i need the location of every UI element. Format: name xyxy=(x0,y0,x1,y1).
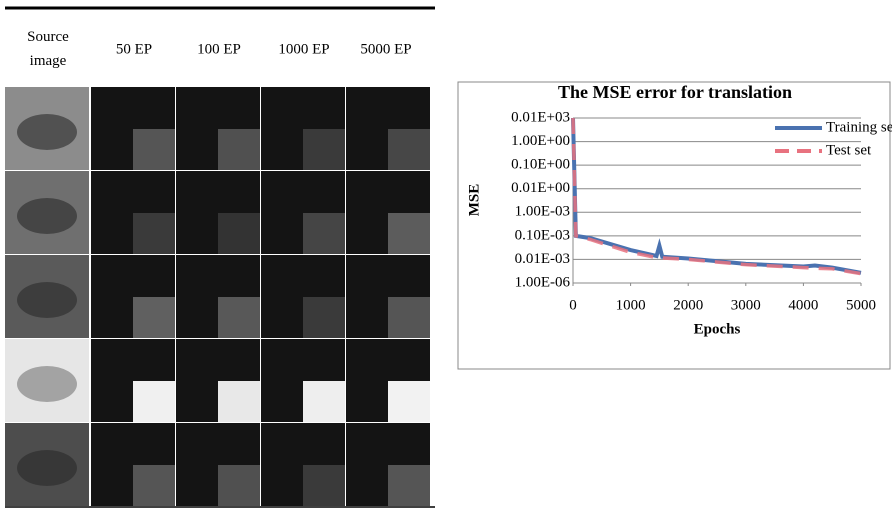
output-patch xyxy=(388,465,430,506)
x-tick-label: 0 xyxy=(569,297,577,313)
y-tick-label: 0.01E+03 xyxy=(511,109,570,125)
series-line xyxy=(571,117,862,276)
column-header: 5000 EP xyxy=(360,41,411,57)
output-patch xyxy=(133,465,175,506)
image-detail xyxy=(17,114,77,150)
legend-label: Test set xyxy=(826,142,872,158)
x-tick-label: 3000 xyxy=(731,297,761,313)
column-header: 1000 EP xyxy=(278,41,329,57)
legend-label: Training set xyxy=(826,119,892,135)
output-patch xyxy=(303,381,345,422)
y-tick-label: 1.00E-06 xyxy=(515,274,571,290)
x-tick-label: 5000 xyxy=(846,297,876,313)
image-grid xyxy=(5,87,430,506)
chart-title: The MSE error for translation xyxy=(558,82,792,102)
y-tick-label: 1.00E-03 xyxy=(515,204,570,220)
image-detail xyxy=(17,450,77,486)
output-patch xyxy=(303,129,345,170)
column-header: 100 EP xyxy=(197,41,241,57)
y-tick-label: 0.10E+00 xyxy=(511,157,570,173)
column-header: Source image xyxy=(27,29,69,69)
y-tick-label: 0.01E+00 xyxy=(511,180,570,196)
output-patch xyxy=(133,381,175,422)
y-tick-label: 0.10E-03 xyxy=(515,227,570,243)
x-axis-label: Epochs xyxy=(694,321,741,337)
output-patch xyxy=(388,381,430,422)
output-patch xyxy=(218,381,260,422)
x-tick-label: 2000 xyxy=(673,297,703,313)
output-patch xyxy=(133,213,175,254)
y-tick-label: 1.00E+00 xyxy=(511,133,570,149)
output-patch xyxy=(218,129,260,170)
image-detail xyxy=(17,282,77,318)
x-tick-label: 1000 xyxy=(616,297,646,313)
image-detail xyxy=(17,366,77,402)
output-patch xyxy=(218,213,260,254)
output-patch xyxy=(218,297,260,338)
output-patch xyxy=(303,465,345,506)
x-tick-label: 4000 xyxy=(788,297,818,313)
output-patch xyxy=(218,465,260,506)
y-axis-label: MSE xyxy=(466,184,482,217)
output-patch xyxy=(388,213,430,254)
output-patch xyxy=(133,297,175,338)
output-patch xyxy=(388,129,430,170)
output-patch xyxy=(388,297,430,338)
output-patch xyxy=(303,297,345,338)
y-tick-label: 0.01E-03 xyxy=(515,251,570,267)
output-patch xyxy=(133,129,175,170)
image-detail xyxy=(17,198,77,234)
column-header: 50 EP xyxy=(116,41,152,57)
output-patch xyxy=(303,213,345,254)
